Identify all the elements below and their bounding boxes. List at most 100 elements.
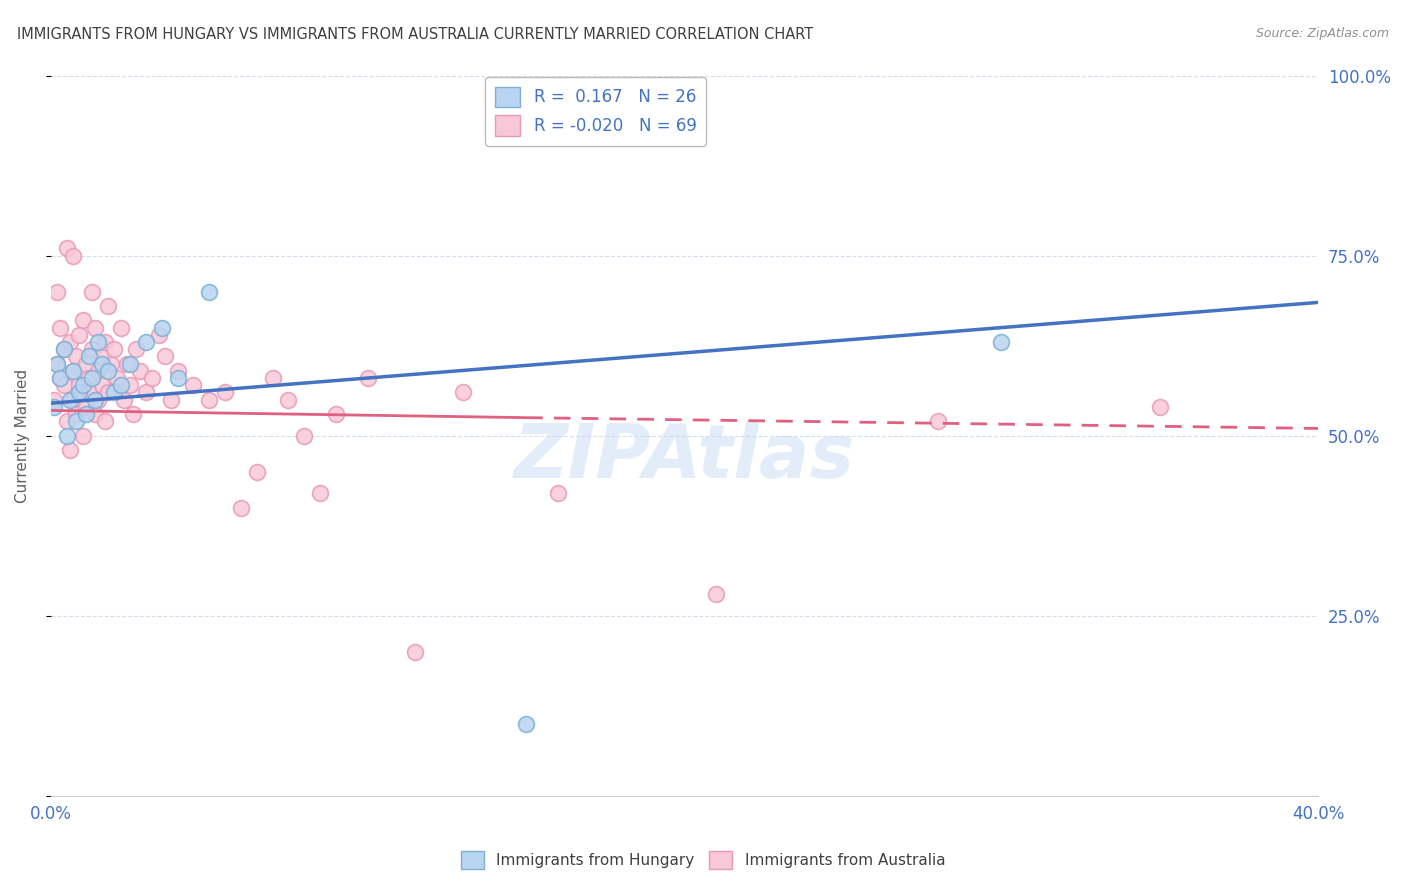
Point [125,342,148,356]
Point [72,428,94,442]
Point [704,587,727,601]
Point [87,392,110,407]
Point [84,407,107,421]
Point [87,364,110,378]
Point [90,378,112,392]
Point [84,320,107,334]
Point [59,334,82,349]
Point [77,385,100,400]
Point [153,350,176,364]
Point [262,371,284,385]
Point [90,350,112,364]
Point [97,385,120,400]
Point [148,327,170,342]
Point [77,350,100,364]
Text: Source: ZipAtlas.com: Source: ZipAtlas.com [1256,27,1389,40]
Point [62,249,84,263]
Text: IMMIGRANTS FROM HUNGARY VS IMMIGRANTS FROM AUSTRALIA CURRENTLY MARRIED CORRELATI: IMMIGRANTS FROM HUNGARY VS IMMIGRANTS FR… [17,27,813,42]
Point [80,342,103,356]
Point [93,414,115,428]
Point [84,392,107,407]
Point [103,342,125,356]
Point [55,428,77,442]
Point [72,378,94,392]
Point [229,500,252,515]
Point [547,486,569,500]
Point [55,241,77,255]
Point [118,378,141,392]
Point [128,364,150,378]
Point [59,443,82,458]
Point [67,378,90,392]
Point [62,364,84,378]
Point [515,716,537,731]
Point [183,378,205,392]
Point [357,371,380,385]
Point [72,313,94,327]
Point [52,342,75,356]
Point [141,371,163,385]
Point [292,428,315,442]
Legend: R =  0.167   N = 26, R = -0.020   N = 69: R = 0.167 N = 26, R = -0.020 N = 69 [485,77,706,145]
Point [77,371,100,385]
Y-axis label: Currently Married: Currently Married [15,368,30,503]
Point [160,392,183,407]
Point [166,364,188,378]
Point [1149,400,1171,414]
Point [135,334,157,349]
Point [49,320,72,334]
Point [52,342,75,356]
Point [75,407,97,421]
Point [62,392,84,407]
Point [110,320,132,334]
Point [103,385,125,400]
Point [52,378,75,392]
Point [80,371,103,385]
Point [100,357,122,371]
Point [62,364,84,378]
Point [150,320,173,334]
Point [42,400,65,414]
Point [198,392,221,407]
Point [46,285,69,299]
Point [451,385,474,400]
Point [55,414,77,428]
Point [404,645,426,659]
Point [118,357,141,371]
Point [49,371,72,385]
Point [214,385,236,400]
Point [135,385,157,400]
Point [122,407,145,421]
Point [75,400,97,414]
Point [105,371,128,385]
Point [67,385,90,400]
Point [65,407,87,421]
Point [67,327,90,342]
Point [90,357,112,371]
Point [46,357,69,371]
Point [93,334,115,349]
Point [277,392,299,407]
Point [65,414,87,428]
Point [46,357,69,371]
Point [87,334,110,349]
Point [115,357,138,371]
Point [110,378,132,392]
Text: ZIPAtlas: ZIPAtlas [515,421,855,494]
Point [246,465,269,479]
Point [97,299,120,313]
Point [75,357,97,371]
Point [97,364,120,378]
Point [325,407,347,421]
Point [166,371,188,385]
Point [927,414,949,428]
Point [112,392,135,407]
Point [42,392,65,407]
Point [49,371,72,385]
Point [198,285,221,299]
Point [80,285,103,299]
Point [309,486,332,500]
Point [65,350,87,364]
Point [990,334,1012,349]
Legend: Immigrants from Hungary, Immigrants from Australia: Immigrants from Hungary, Immigrants from… [454,845,952,875]
